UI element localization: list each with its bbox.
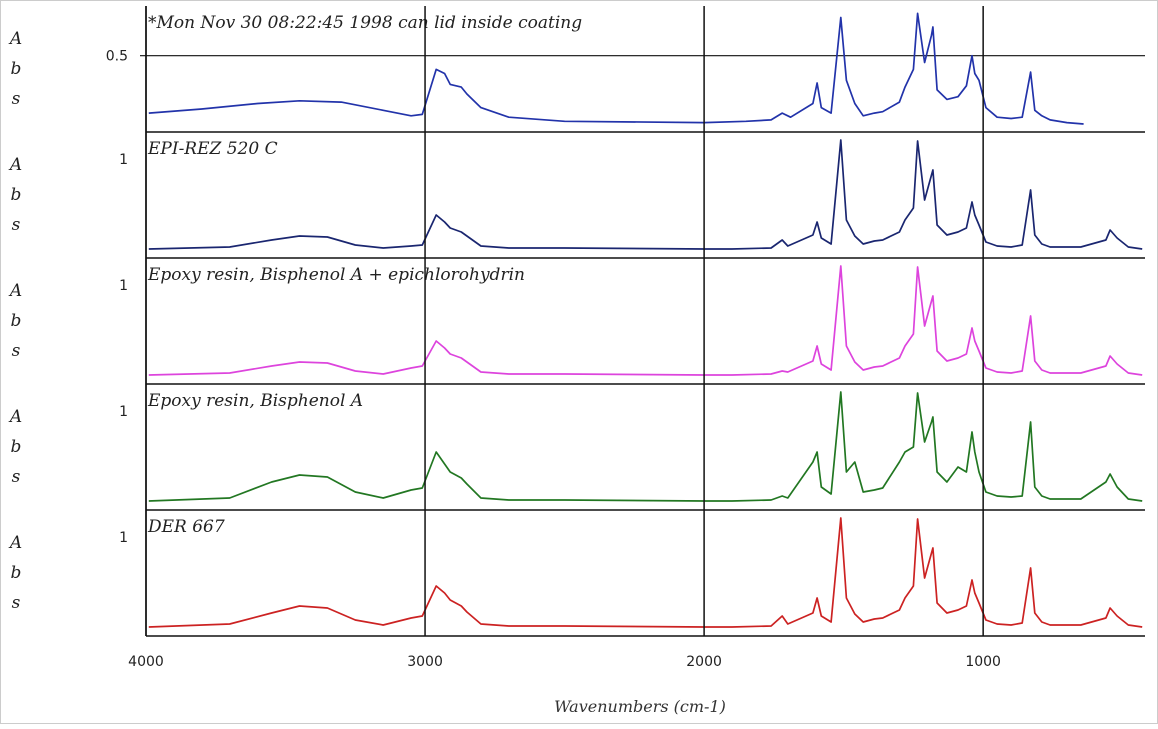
panel-title: Epoxy resin, Bisphenol A + epichlorohydr…	[147, 265, 525, 285]
panel-5: 1 Abs DER 667	[8, 517, 1145, 637]
y-axis-label-char: A	[8, 29, 22, 49]
y-axis-label-char: b	[11, 563, 22, 583]
panel-2: 1 Abs EPI-REZ 520 C	[8, 139, 1145, 259]
panel-title: *Mon Nov 30 08:22:45 1998 can lid inside…	[148, 13, 582, 33]
x-tick-label-2000: 2000	[686, 654, 722, 670]
panel-4: 1 Abs Epoxy resin, Bisphenol A	[8, 391, 1145, 511]
panel-title: EPI-REZ 520 C	[147, 139, 278, 159]
y-axis-label-char: s	[12, 593, 21, 613]
y-axis-label-char: b	[11, 59, 22, 79]
x-tick-label-4000: 4000	[128, 654, 164, 670]
y-tick-label: 1	[119, 404, 128, 420]
spectrum-line	[148, 265, 1143, 376]
panel-1: 0.5 Abs *Mon Nov 30 08:22:45 1998 can lid …	[8, 12, 1145, 133]
x-axis-title: Wavenumbers (cm-1)	[554, 697, 726, 716]
spectrum-line	[148, 391, 1143, 502]
y-axis-label-char: b	[11, 185, 22, 205]
y-tick-label: 1	[119, 278, 128, 294]
y-axis-label-char: A	[8, 407, 22, 427]
y-axis-label-char: s	[12, 467, 21, 487]
panel-title: DER 667	[147, 517, 225, 537]
panel-title: Epoxy resin, Bisphenol A	[147, 391, 363, 411]
y-axis-label-char: b	[11, 437, 22, 457]
y-tick-label: 1	[119, 152, 128, 168]
y-tick-label: 0.5	[106, 49, 128, 65]
y-axis-label-char: s	[12, 341, 21, 361]
x-tick-label-1000: 1000	[965, 654, 1001, 670]
y-axis-label-char: A	[8, 533, 22, 553]
y-axis-label-char: A	[8, 281, 22, 301]
panel-3: 1 Abs Epoxy resin, Bisphenol A + epichloro…	[8, 265, 1145, 385]
y-tick-label: 1	[119, 530, 128, 546]
spectrum-line	[148, 139, 1143, 250]
y-axis-label-char: s	[12, 89, 21, 109]
y-axis-label-char: b	[11, 311, 22, 331]
y-axis-label-char: A	[8, 155, 22, 175]
y-axis-label-char: s	[12, 215, 21, 235]
x-tick-label-3000: 3000	[407, 654, 443, 670]
spectrum-line	[148, 517, 1143, 628]
spectrum-line	[148, 12, 1084, 125]
